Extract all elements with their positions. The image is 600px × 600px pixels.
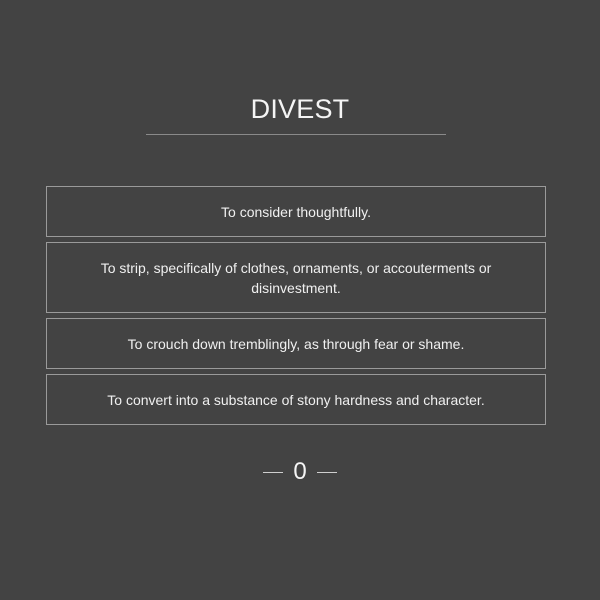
answer-option-4[interactable]: To convert into a substance of stony har… xyxy=(46,374,546,425)
answer-options: To consider thoughtfully. To strip, spec… xyxy=(46,186,546,430)
answer-option-1[interactable]: To consider thoughtfully. xyxy=(46,186,546,237)
score-display: 0 xyxy=(0,456,600,488)
answer-option-3[interactable]: To crouch down tremblingly, as through f… xyxy=(46,318,546,369)
word-title: DIVEST xyxy=(250,94,350,124)
answer-option-2[interactable]: To strip, specifically of clothes, ornam… xyxy=(46,242,546,313)
score-right-dash xyxy=(316,471,337,473)
title-divider xyxy=(146,134,446,135)
score-left-dash xyxy=(263,471,284,473)
score-value: 0 xyxy=(293,458,307,485)
